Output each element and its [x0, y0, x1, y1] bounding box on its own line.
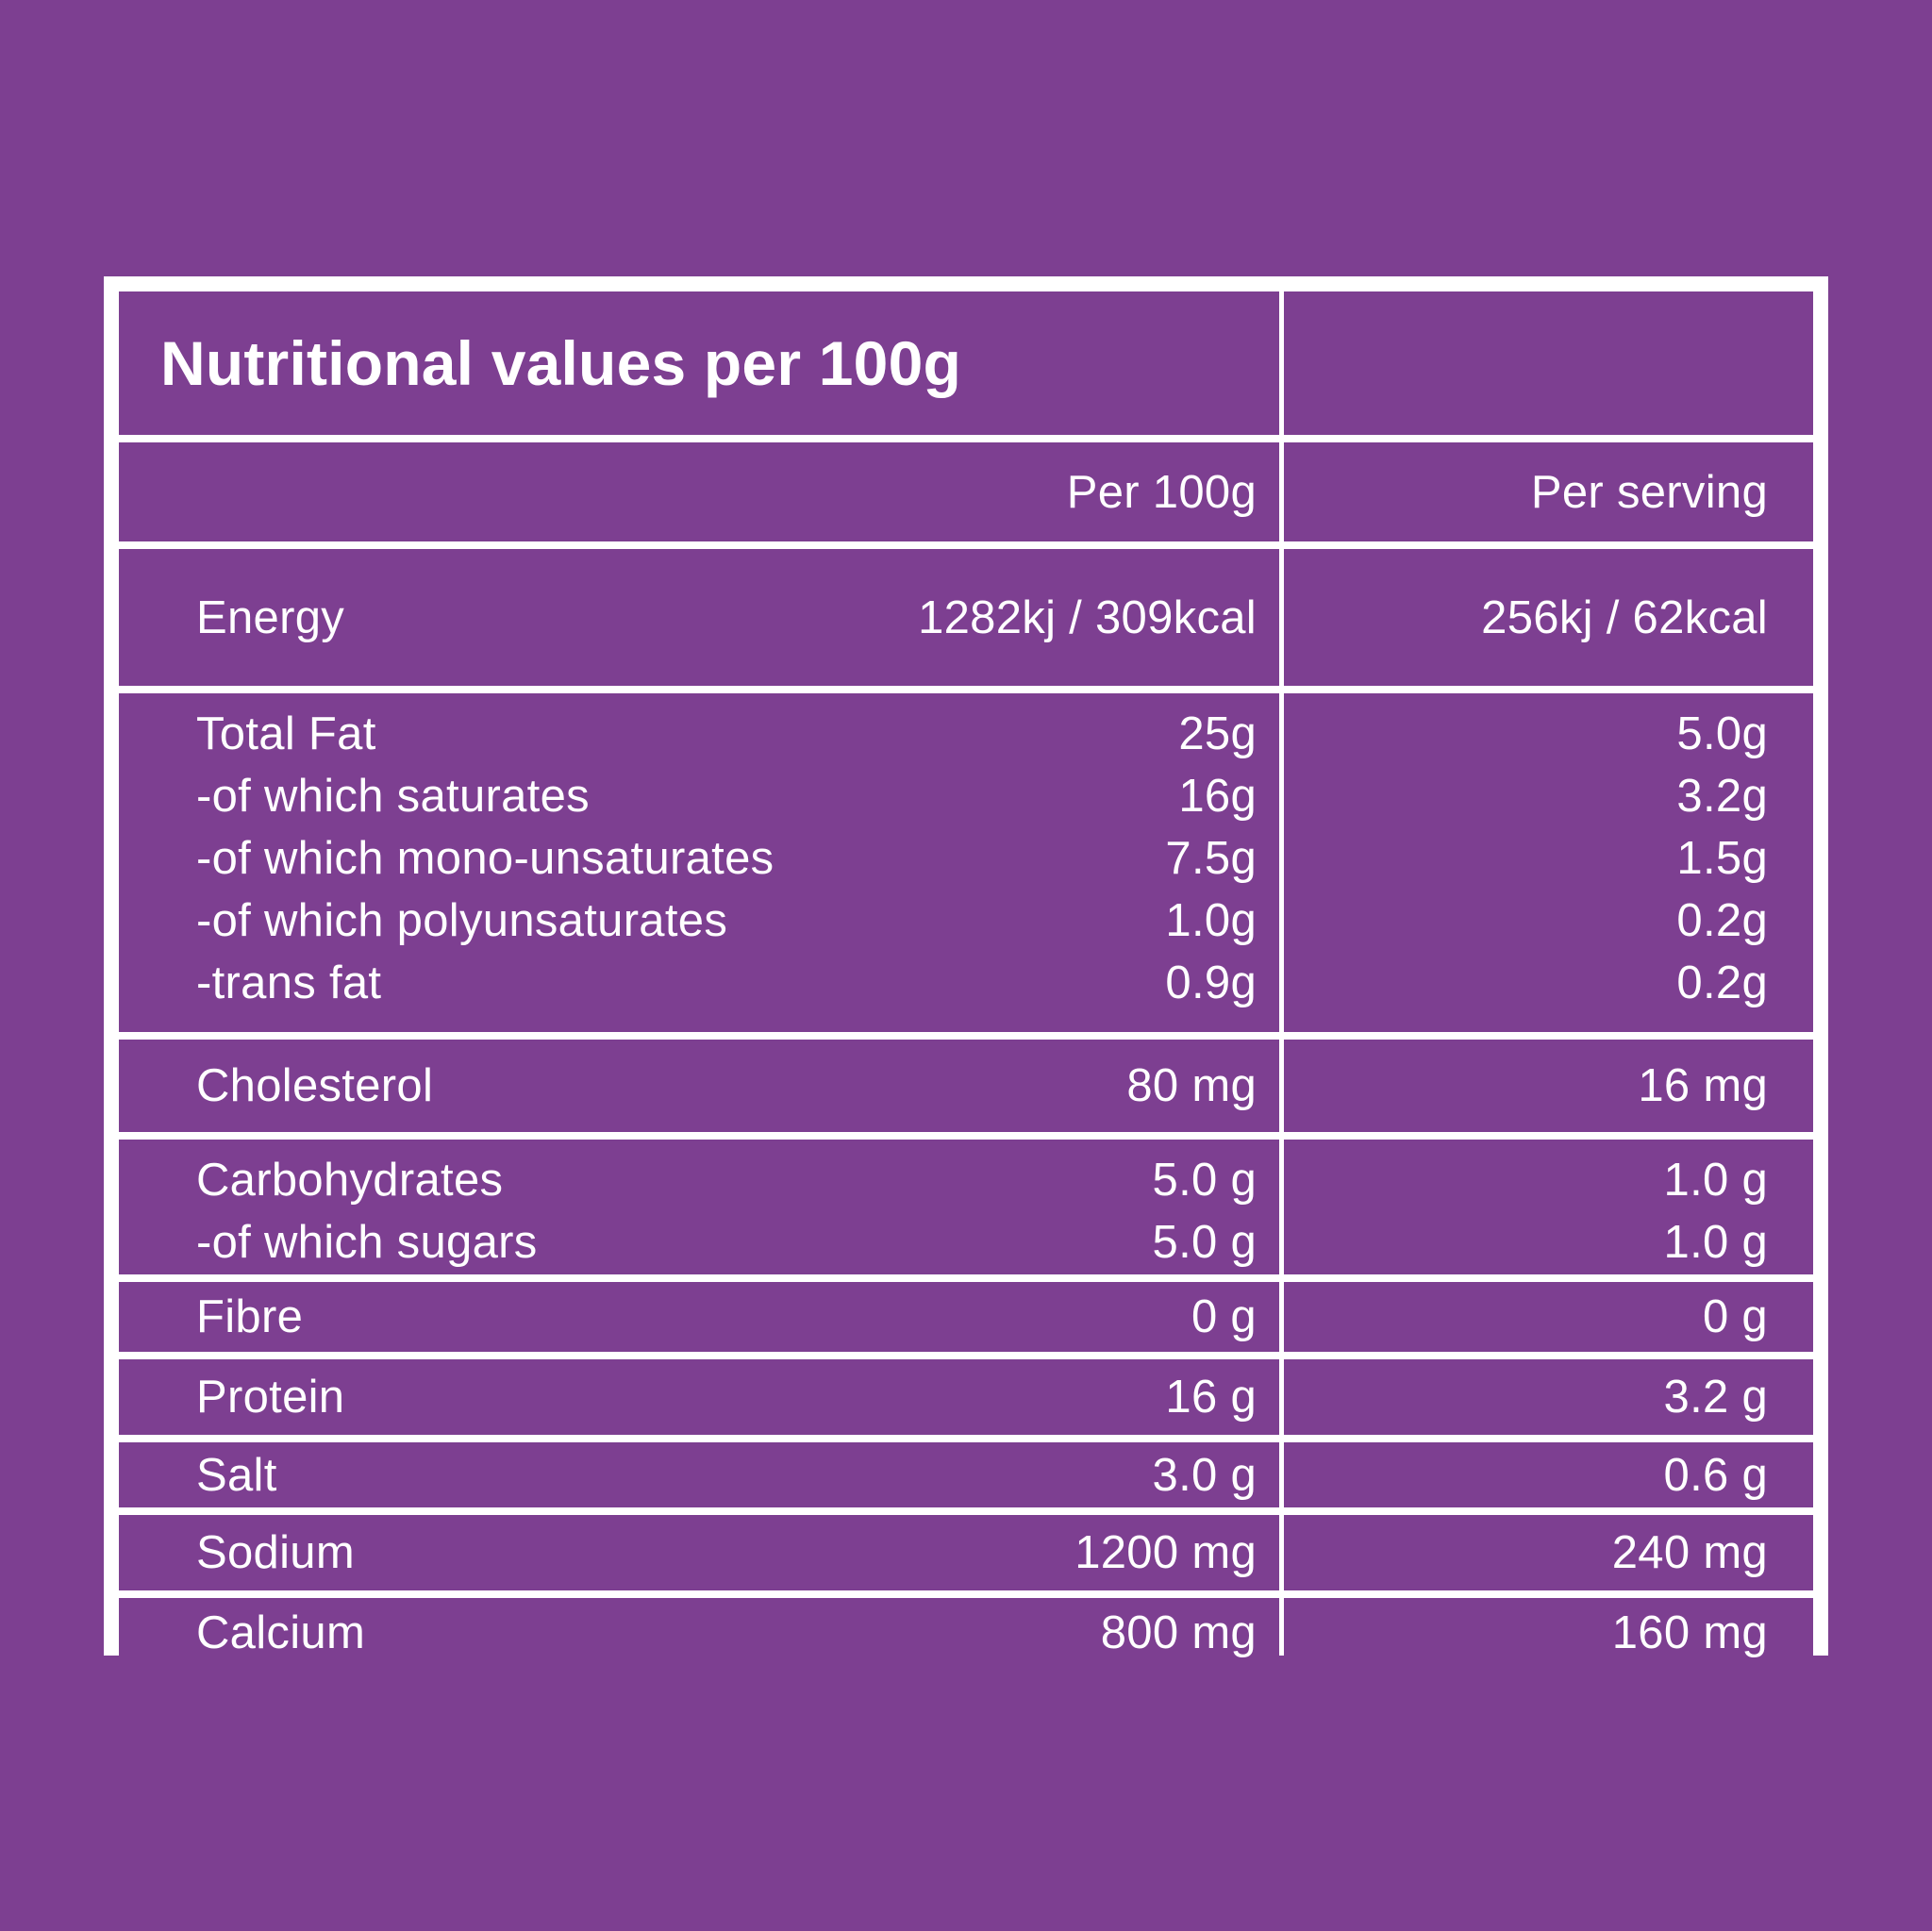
- nutrient-name: Salt: [196, 1449, 277, 1501]
- cholesterol-serving-cell: 16 mg: [1284, 1040, 1813, 1132]
- nutrient-value-per-serving: 0 g: [1702, 1291, 1768, 1342]
- nutrient-value-per-100g: 1282kj / 309kcal: [918, 591, 1257, 643]
- energy-serving-cell: 256kj / 62kcal: [1284, 549, 1813, 686]
- protein-row: Protein 16 g: [119, 1359, 1279, 1435]
- nutrient-name: Sodium: [196, 1527, 355, 1578]
- calcium-row: Calcium 800 mg: [119, 1598, 1279, 1668]
- fat-group: Total Fat -of which saturates -of which …: [119, 693, 1279, 1032]
- energy-row: Energy 1282kj / 309kcal: [119, 549, 1279, 686]
- nutrient-name: -of which mono-unsaturates: [196, 833, 774, 884]
- nutrient-value-per-serving: 0.6 g: [1663, 1449, 1768, 1501]
- nutrient-value-per-serving: 160 mg: [1611, 1607, 1768, 1658]
- nutrient-name: -of which sugars: [196, 1217, 538, 1268]
- header-per-100g-cell: Per 100g: [119, 442, 1279, 541]
- nutrient-name: Cholesterol: [196, 1060, 434, 1111]
- nutrient-value-per-100g: 16 g: [1165, 1372, 1257, 1423]
- nutrient-value-per-serving: 1.5g: [1676, 833, 1768, 884]
- salt-row: Salt 3.0 g: [119, 1442, 1279, 1507]
- column-header-per-serving: Per serving: [1530, 466, 1768, 518]
- nutrient-name: Calcium: [196, 1607, 366, 1658]
- nutrient-name: Fibre: [196, 1291, 304, 1342]
- nutrient-name: Carbohydrates: [196, 1155, 504, 1206]
- fat-serving-cell: 5.0g 3.2g 1.5g 0.2g 0.2g: [1284, 693, 1813, 1032]
- nutrient-value-per-100g: 7.5g: [1165, 833, 1257, 884]
- nutrition-label: Nutritional values per 100g Per 100g Per…: [104, 276, 1828, 1668]
- nutrient-value-per-100g: 1.0g: [1165, 895, 1257, 946]
- nutrient-value-per-100g: 0 g: [1191, 1291, 1257, 1342]
- nutrient-value-per-100g: 3.0 g: [1152, 1449, 1257, 1501]
- nutrient-name: -of which saturates: [196, 771, 590, 822]
- fibre-serving-cell: 0 g: [1284, 1282, 1813, 1352]
- nutrient-value-per-serving: 1.0 g: [1663, 1155, 1768, 1206]
- nutrient-value-per-100g: 5.0 g: [1152, 1217, 1257, 1268]
- nutrient-value-per-100g: 800 mg: [1100, 1607, 1257, 1658]
- nutrient-value-per-serving: 3.2 g: [1663, 1372, 1768, 1423]
- column-header-per-100g: Per 100g: [1066, 466, 1257, 518]
- title-empty-cell: [1284, 291, 1813, 435]
- nutrient-value-per-serving: 5.0g: [1676, 708, 1768, 759]
- nutrient-name: Energy: [196, 591, 345, 643]
- nutrient-value-per-serving: 16 mg: [1638, 1060, 1768, 1111]
- nutrient-value-per-100g: 80 mg: [1126, 1060, 1257, 1111]
- nutrient-value-per-100g: 0.9g: [1165, 957, 1257, 1008]
- nutrient-value-per-serving: 256kj / 62kcal: [1481, 591, 1768, 643]
- nutrient-name: Protein: [196, 1372, 345, 1423]
- nutrient-value-per-100g: 16g: [1178, 771, 1257, 822]
- nutrient-name: -trans fat: [196, 957, 382, 1008]
- nutrition-table: Nutritional values per 100g Per 100g Per…: [119, 291, 1813, 1668]
- nutrient-value-per-serving: 3.2g: [1676, 771, 1768, 822]
- sodium-row: Sodium 1200 mg: [119, 1515, 1279, 1590]
- cholesterol-row: Cholesterol 80 mg: [119, 1040, 1279, 1132]
- title-cell: Nutritional values per 100g: [119, 291, 1279, 435]
- carbohydrates-serving-cell: 1.0 g 1.0 g: [1284, 1140, 1813, 1274]
- nutrient-value-per-100g: 1200 mg: [1074, 1527, 1257, 1578]
- carbohydrates-group: Carbohydrates -of which sugars 5.0 g 5.0…: [119, 1140, 1279, 1274]
- nutrient-value-per-serving: 0.2g: [1676, 895, 1768, 946]
- sodium-serving-cell: 240 mg: [1284, 1515, 1813, 1590]
- nutrient-value-per-100g: 25g: [1178, 708, 1257, 759]
- nutrient-value-per-serving: 240 mg: [1611, 1527, 1768, 1578]
- header-per-serving-cell: Per serving: [1284, 442, 1813, 541]
- nutrient-name: -of which polyunsaturates: [196, 895, 728, 946]
- calcium-serving-cell: 160 mg: [1284, 1598, 1813, 1668]
- protein-serving-cell: 3.2 g: [1284, 1359, 1813, 1435]
- nutrient-value-per-100g: 5.0 g: [1152, 1155, 1257, 1206]
- salt-serving-cell: 0.6 g: [1284, 1442, 1813, 1507]
- nutrient-value-per-serving: 0.2g: [1676, 957, 1768, 1008]
- table-title: Nutritional values per 100g: [160, 328, 961, 398]
- nutrient-value-per-serving: 1.0 g: [1663, 1217, 1768, 1268]
- nutrient-name: Total Fat: [196, 708, 376, 759]
- fibre-row: Fibre 0 g: [119, 1282, 1279, 1352]
